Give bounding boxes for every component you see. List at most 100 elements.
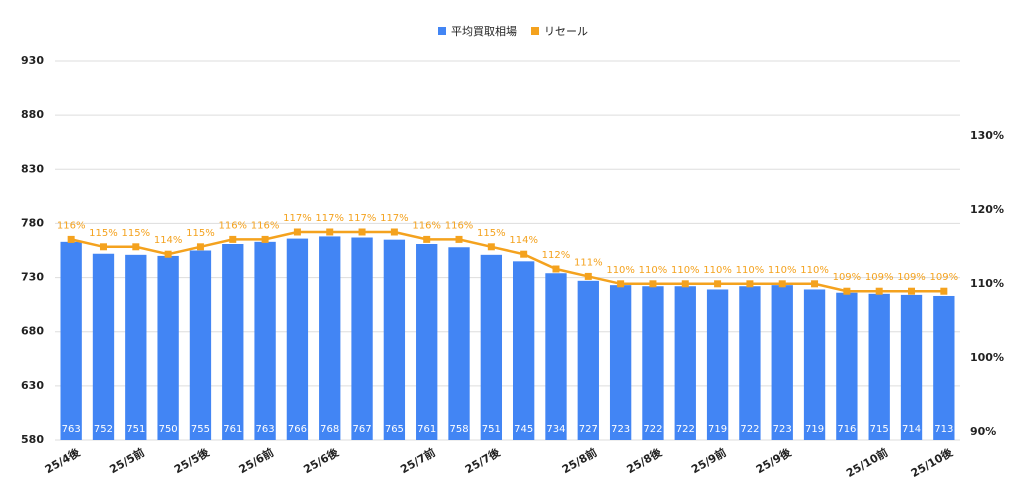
bar-value-label: 727 <box>579 424 598 435</box>
line-marker <box>617 280 625 288</box>
line-value-label: 109% <box>897 272 926 283</box>
bar-value-label: 761 <box>417 424 436 435</box>
y-tick-label: 580 <box>21 433 44 446</box>
bar-value-label: 751 <box>126 424 145 435</box>
line-value-label: 110% <box>800 265 829 276</box>
x-tick-label: 25/10後 <box>908 445 955 480</box>
bar-value-label: 719 <box>708 424 727 435</box>
y2-tick-label: 90% <box>970 425 996 438</box>
bar <box>900 294 923 440</box>
y-tick-label: 780 <box>21 216 44 229</box>
bar <box>92 253 115 440</box>
line-marker <box>164 250 172 258</box>
line-marker <box>843 287 851 295</box>
line-value-label: 117% <box>315 213 344 224</box>
line-value-label: 109% <box>833 272 862 283</box>
x-tick-label: 25/7後 <box>462 445 503 477</box>
line-marker <box>229 235 237 243</box>
bar <box>674 286 696 440</box>
y-tick-label: 630 <box>21 379 44 392</box>
bar <box>868 293 890 440</box>
line-value-label: 116% <box>412 220 441 231</box>
line-value-label: 116% <box>251 220 280 231</box>
line-marker <box>326 228 334 236</box>
bar-value-label: 722 <box>676 424 695 435</box>
y-tick-label: 830 <box>21 162 44 175</box>
line-marker <box>940 287 948 295</box>
bar-value-label: 763 <box>256 424 275 435</box>
bar <box>545 273 567 440</box>
y-tick-label: 880 <box>21 108 44 121</box>
bar-value-label: 714 <box>902 424 921 435</box>
line-marker <box>649 280 657 288</box>
x-tick-label: 25/8前 <box>559 445 599 476</box>
bar-value-label: 722 <box>740 424 759 435</box>
y-tick-label: 930 <box>21 54 44 67</box>
line-value-label: 115% <box>89 228 118 239</box>
line-value-label: 115% <box>122 228 151 239</box>
line-marker <box>67 235 75 243</box>
line-marker <box>811 280 819 288</box>
line-marker <box>714 280 722 288</box>
bar <box>286 238 309 440</box>
bar-value-label: 716 <box>837 424 856 435</box>
bar <box>157 255 179 440</box>
x-tick-label: 25/9後 <box>753 445 794 477</box>
bar-value-label: 745 <box>514 424 533 435</box>
line-value-label: 116% <box>218 220 247 231</box>
line-value-label: 117% <box>380 213 409 224</box>
bar <box>448 247 470 440</box>
x-tick-label: 25/4後 <box>42 445 83 477</box>
bar-value-label: 734 <box>546 424 565 435</box>
x-tick-label: 25/5後 <box>172 445 213 477</box>
line-value-label: 112% <box>542 250 571 261</box>
line-marker <box>552 265 560 273</box>
bar-value-label: 761 <box>223 424 242 435</box>
bar <box>383 239 406 440</box>
bar <box>480 254 503 440</box>
line-marker <box>196 243 204 251</box>
bar <box>351 237 373 440</box>
bar <box>577 280 599 440</box>
line-value-label: 116% <box>445 220 474 231</box>
bar <box>189 250 212 440</box>
line-marker <box>681 280 689 288</box>
bar <box>836 292 858 440</box>
bar <box>609 285 632 440</box>
legend-swatch <box>438 27 446 35</box>
bar-value-label: 751 <box>482 424 501 435</box>
y2-tick-label: 130% <box>970 129 1004 142</box>
y2-tick-label: 110% <box>970 277 1004 290</box>
x-tick-label: 25/6前 <box>236 445 276 476</box>
line-value-label: 111% <box>574 257 603 268</box>
x-tick-label: 25/8後 <box>624 445 665 477</box>
bar-value-label: 768 <box>320 424 339 435</box>
x-tick-label: 25/7前 <box>398 445 438 476</box>
line-value-label: 116% <box>57 220 86 231</box>
bar-value-label: 715 <box>870 424 889 435</box>
line-marker <box>390 228 398 236</box>
line-value-label: 115% <box>477 228 506 239</box>
line-value-label: 110% <box>606 265 635 276</box>
legend-swatch <box>531 27 539 35</box>
line-marker <box>487 243 495 251</box>
line-marker <box>261 235 269 243</box>
line-marker <box>455 235 463 243</box>
bar-value-label: 723 <box>611 424 630 435</box>
bar-value-label: 755 <box>191 424 210 435</box>
y-tick-label: 680 <box>21 325 44 338</box>
line-value-label: 115% <box>186 228 215 239</box>
bar <box>416 244 438 440</box>
bar-value-label: 723 <box>773 424 792 435</box>
line-marker <box>746 280 754 288</box>
line-marker <box>358 228 366 236</box>
line-value-label: 110% <box>639 265 668 276</box>
line-marker <box>132 243 140 251</box>
bar <box>60 241 82 440</box>
bar <box>512 261 535 440</box>
bar-value-label: 722 <box>643 424 662 435</box>
line-value-label: 117% <box>283 213 312 224</box>
line-marker <box>99 243 107 251</box>
bar-value-label: 713 <box>934 424 953 435</box>
